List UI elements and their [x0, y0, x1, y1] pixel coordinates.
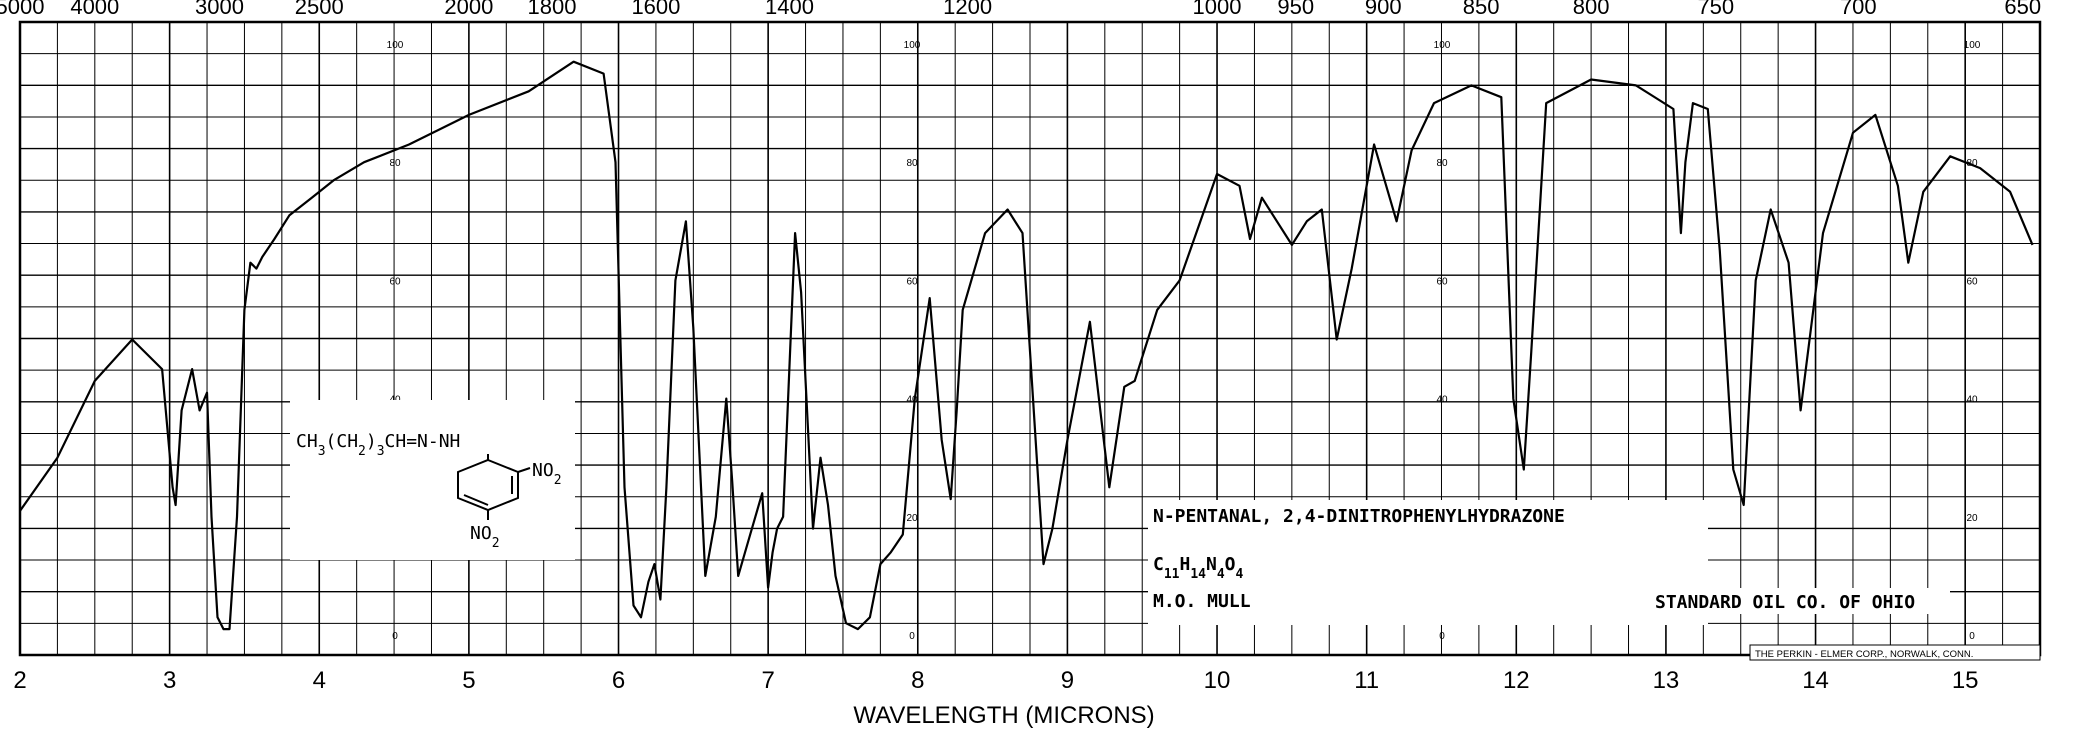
- x-tick-label: 2: [13, 667, 26, 694]
- ring-inner-bond: [463, 494, 489, 506]
- source-label: STANDARD OIL CO. OF OHIO: [1655, 592, 1915, 613]
- compound-formula: C11H14N4O4: [1153, 554, 1244, 582]
- maker-box: [1749, 644, 2041, 661]
- x-tick-label: 7: [761, 667, 774, 694]
- wavenumber-tick-label: 950: [1277, 0, 1314, 19]
- wavenumber-tick-label: 900: [1365, 0, 1402, 19]
- structure-box: [290, 400, 575, 560]
- x-tick-label: 13: [1653, 667, 1680, 694]
- x-axis-tick-labels: 2 3 4 5 6 7 8 9 10 11 12 13 14 15: [13, 667, 1978, 694]
- y-tick-label: 40: [906, 395, 918, 406]
- x-axis-title: WAVELENGTH (MICRONS): [853, 702, 1154, 729]
- wavenumber-tick-label: 2500: [295, 0, 344, 19]
- y-tick-label: 100: [1434, 40, 1451, 51]
- compound-title: N-PENTANAL, 2,4-DINITROPHENYLHYDRAZONE: [1153, 506, 1565, 527]
- y-tick-label: 40: [1436, 395, 1448, 406]
- y-tick-label: 80: [906, 158, 918, 169]
- structure-no2-top: NO2: [532, 460, 562, 488]
- wavenumber-tick-label: 1200: [943, 0, 992, 19]
- x-tick-label: 15: [1952, 667, 1979, 694]
- info-backdrop: [1148, 500, 1708, 625]
- wavenumber-tick-label: 650: [2004, 0, 2041, 19]
- sample-phase: M.O. MULL: [1153, 591, 1251, 612]
- structure-diagram: CH3(CH2)3CH=N-NH NO2 NO2: [290, 400, 575, 560]
- wavenumber-tick-label: 1400: [765, 0, 814, 19]
- x-tick-label: 11: [1354, 667, 1379, 694]
- x-tick-label: 5: [462, 667, 475, 694]
- maker-label: THE PERKIN - ELMER CORP., NORWALK, CONN.: [1755, 649, 1973, 660]
- wavenumber-tick-label: 700: [1840, 0, 1877, 19]
- y-tick-label: 60: [389, 276, 401, 287]
- wavenumber-tick-label: 1800: [528, 0, 577, 19]
- source-backdrop: [1650, 588, 1950, 614]
- wavenumber-tick-label: 800: [1573, 0, 1610, 19]
- structure-no2-bottom: NO2: [470, 523, 500, 551]
- x-tick-label: 6: [612, 667, 625, 694]
- compound-info: N-PENTANAL, 2,4-DINITROPHENYLHYDRAZONE C…: [1148, 500, 1708, 625]
- wavenumber-tick-label: 4000: [70, 0, 119, 19]
- y-tick-label: 80: [389, 158, 401, 169]
- y-tick-label: 0: [909, 631, 915, 642]
- y-tick-label: 20: [906, 513, 918, 524]
- y-tick-label: 0: [392, 631, 398, 642]
- source-info: STANDARD OIL CO. OF OHIO THE PERKIN - EL…: [1650, 588, 2041, 661]
- y-tick-label: 80: [1436, 158, 1448, 169]
- x-tick-label: 12: [1503, 667, 1530, 694]
- y-tick-label: 40: [1966, 395, 1978, 406]
- y-tick-label: 100: [387, 40, 404, 51]
- wavenumber-tick-label: 5000: [0, 0, 44, 19]
- wavenumber-tick-label: 850: [1463, 0, 1500, 19]
- x-tick-label: 3: [163, 667, 176, 694]
- wavenumber-tick-label: 1600: [631, 0, 680, 19]
- x-tick-label: 9: [1061, 667, 1074, 694]
- y-tick-label: 60: [1966, 276, 1978, 287]
- wavenumber-tick-label: 750: [1697, 0, 1734, 19]
- x-tick-label: 8: [911, 667, 924, 694]
- y-tick-label: 60: [906, 276, 918, 287]
- y-tick-label: 60: [1436, 276, 1448, 287]
- wavenumber-tick-label: 3000: [195, 0, 244, 19]
- y-tick-label: 100: [904, 40, 921, 51]
- wavenumber-tick-label: 1000: [1193, 0, 1242, 19]
- x-tick-label: 10: [1204, 667, 1231, 694]
- wavenumber-tick-labels: 5000 4000 3000 2500 2000 1800 1600 1400 1200 1000…: [0, 0, 2041, 19]
- wavenumber-tick-label: 2000: [444, 0, 493, 19]
- y-tick-label: 80: [1966, 158, 1978, 169]
- y-tick-label: 20: [1966, 513, 1978, 524]
- y-tick-label: 0: [1439, 631, 1445, 642]
- y-tick-label: 0: [1969, 631, 1975, 642]
- y-tick-label: 100: [1964, 40, 1981, 51]
- x-tick-label: 4: [313, 667, 326, 694]
- ring-sub-bond: [517, 467, 531, 473]
- spectrum-trace: [19, 60, 2034, 631]
- x-tick-label: 14: [1802, 667, 1829, 694]
- structure-chain-text: CH3(CH2)3CH=N-NH: [296, 431, 460, 459]
